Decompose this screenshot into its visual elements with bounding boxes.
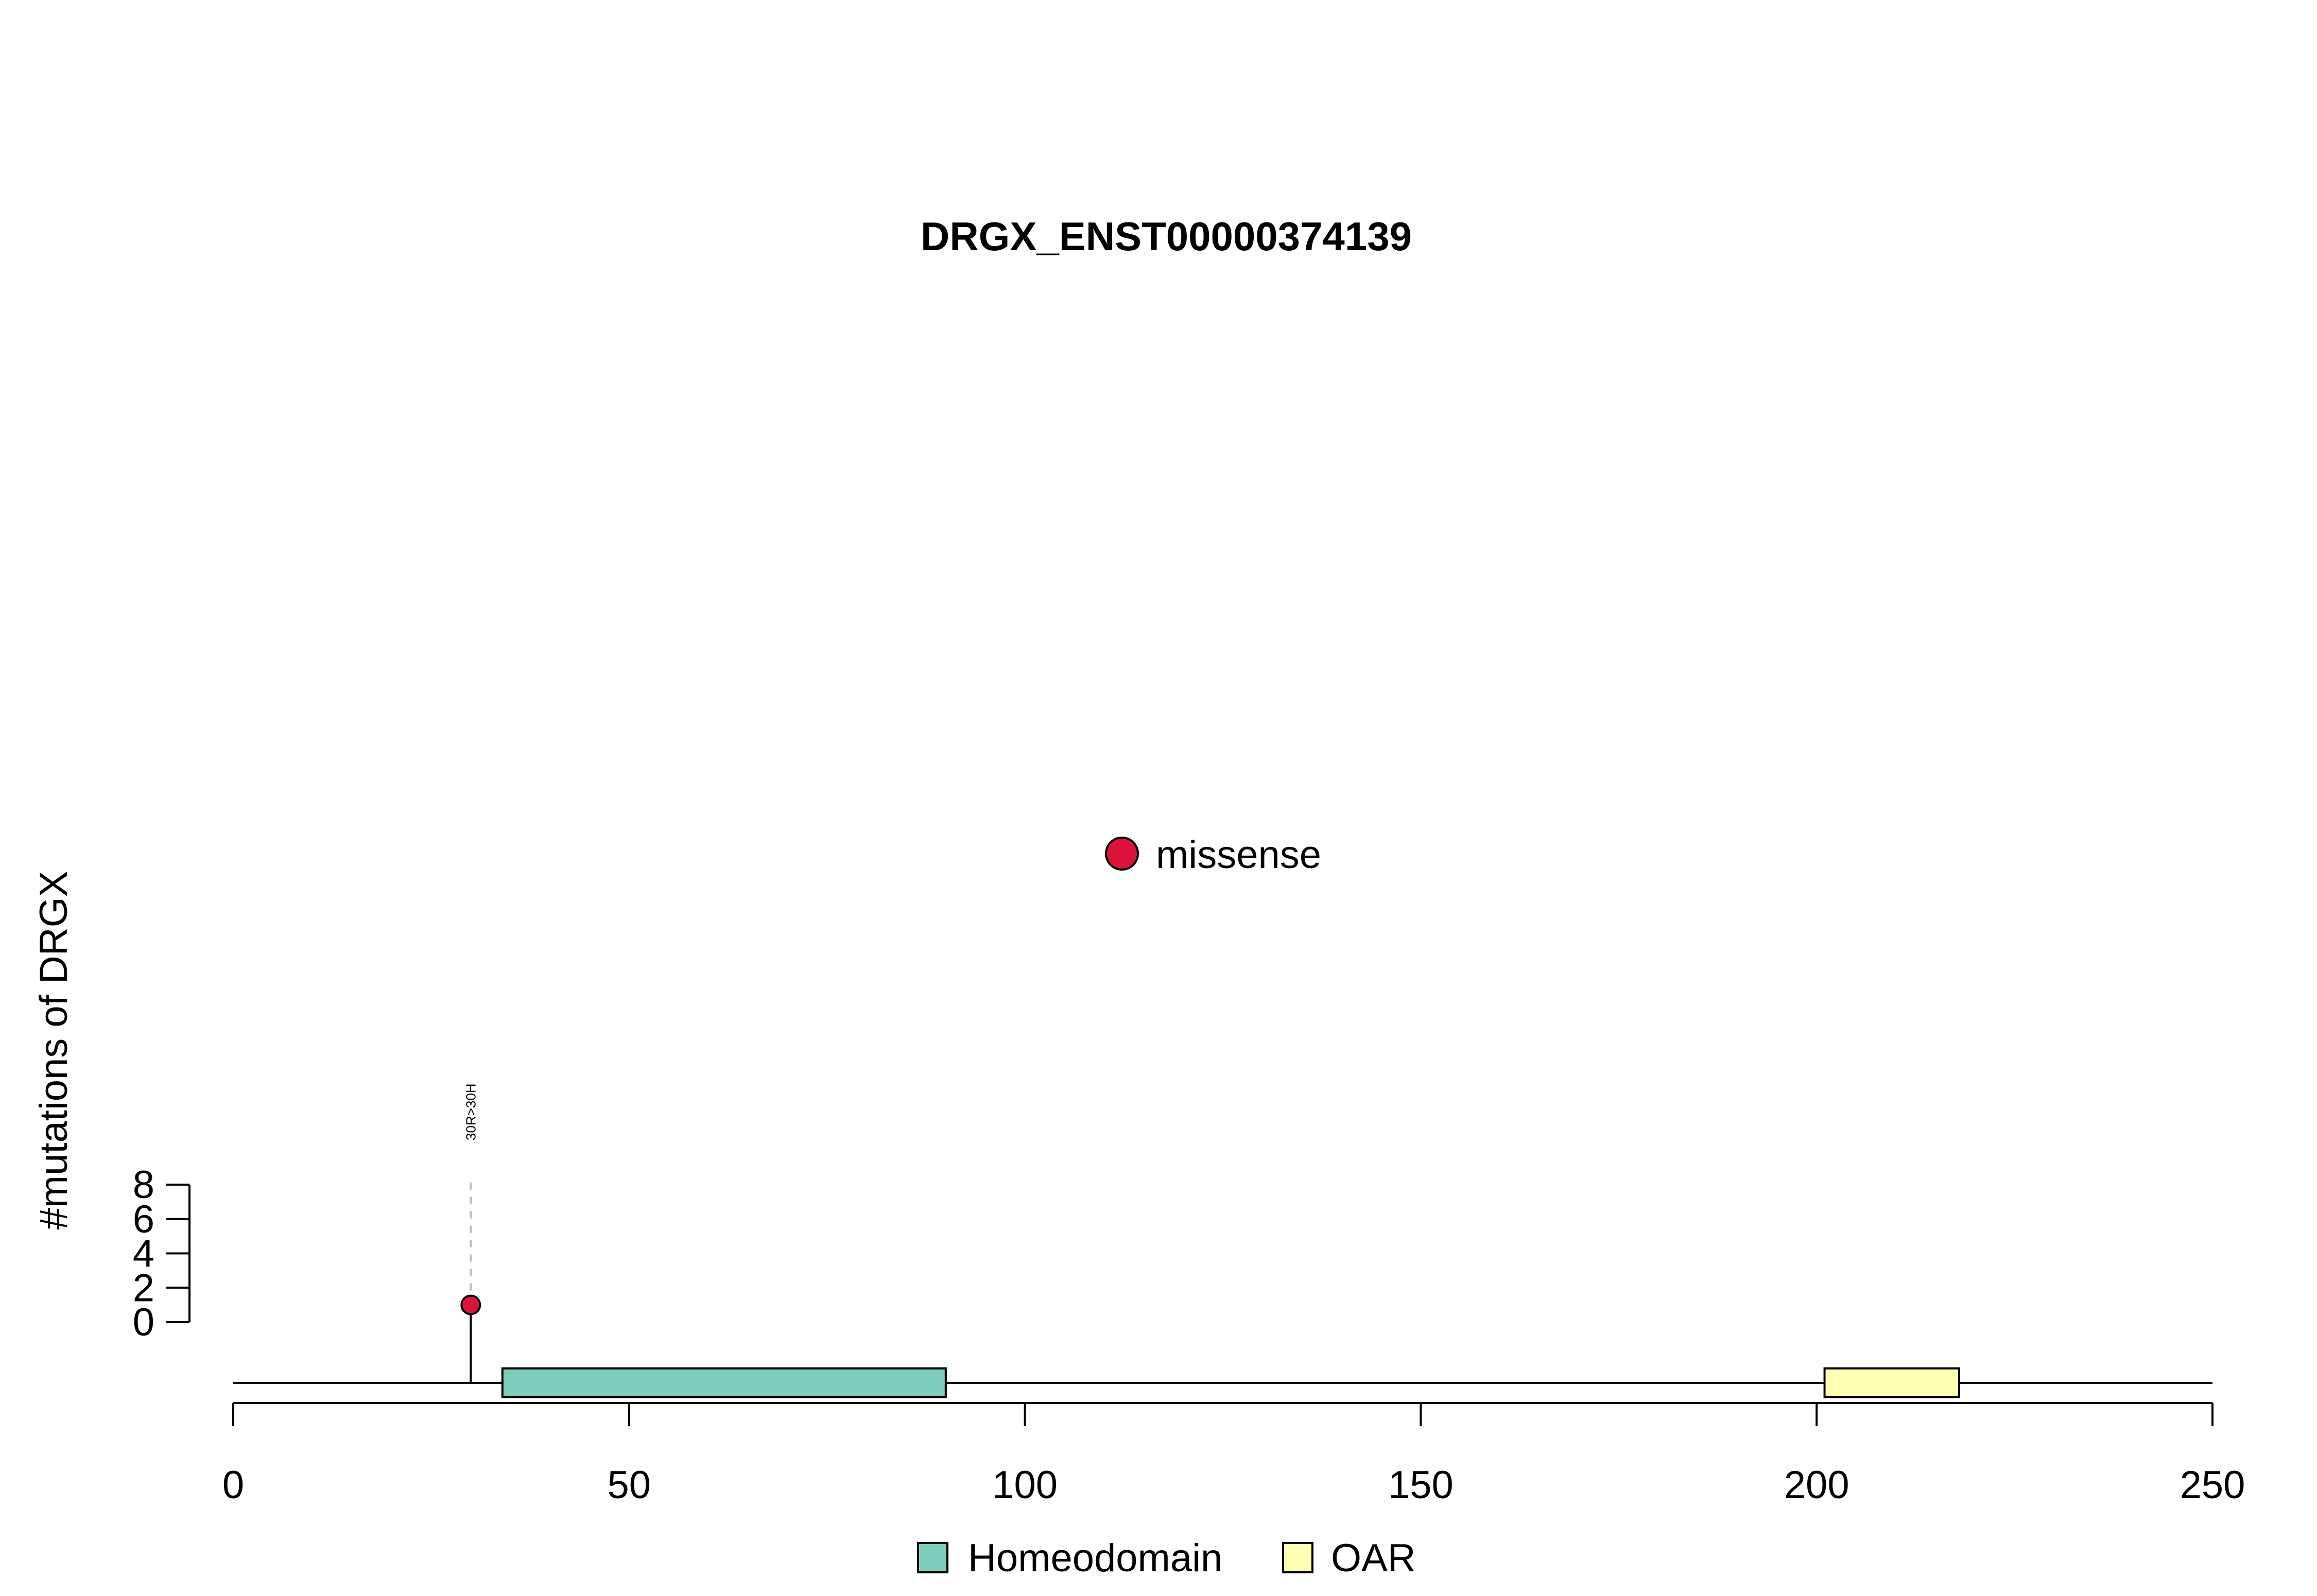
x-tick-label: 100 xyxy=(992,1463,1058,1507)
x-tick-label: 150 xyxy=(1388,1463,1454,1507)
mutation-point xyxy=(460,1294,481,1315)
y-tick-label: 8 xyxy=(133,1163,154,1207)
mutation-legend: missense xyxy=(1105,833,1321,877)
chart-title: DRGX_ENST00000374139 xyxy=(921,214,1412,259)
x-tick-label: 0 xyxy=(222,1463,244,1507)
x-axis: 0 50 100 150 200 250 xyxy=(222,1402,2245,1507)
y-tick-label: 0 xyxy=(133,1300,154,1344)
missense-legend-label: missense xyxy=(1156,833,1321,877)
oar-legend-swatch xyxy=(1282,1542,1313,1573)
x-tick-label: 200 xyxy=(1784,1463,1849,1507)
y-tick-label: 2 xyxy=(133,1266,154,1310)
domain-oar xyxy=(1823,1367,1960,1398)
oar-legend-label: OAR xyxy=(1331,1536,1416,1580)
domain-legend: Homeodomain OAR xyxy=(917,1536,1416,1580)
domain-homeodomain xyxy=(501,1367,947,1398)
homeodomain-legend-swatch xyxy=(917,1542,948,1573)
x-tick-label: 50 xyxy=(608,1463,651,1507)
missense-legend-marker xyxy=(1105,837,1139,871)
y-tick-label: 6 xyxy=(133,1198,154,1241)
x-tick-label: 250 xyxy=(2180,1463,2245,1507)
y-tick-label: 4 xyxy=(133,1232,154,1276)
mutation-label: 30R>30H xyxy=(463,1083,478,1140)
homeodomain-legend-label: Homeodomain xyxy=(968,1536,1222,1580)
y-axis-label: #mutations of DRGX xyxy=(32,871,76,1230)
plot-area: 30R>30H xyxy=(233,1083,2212,1398)
